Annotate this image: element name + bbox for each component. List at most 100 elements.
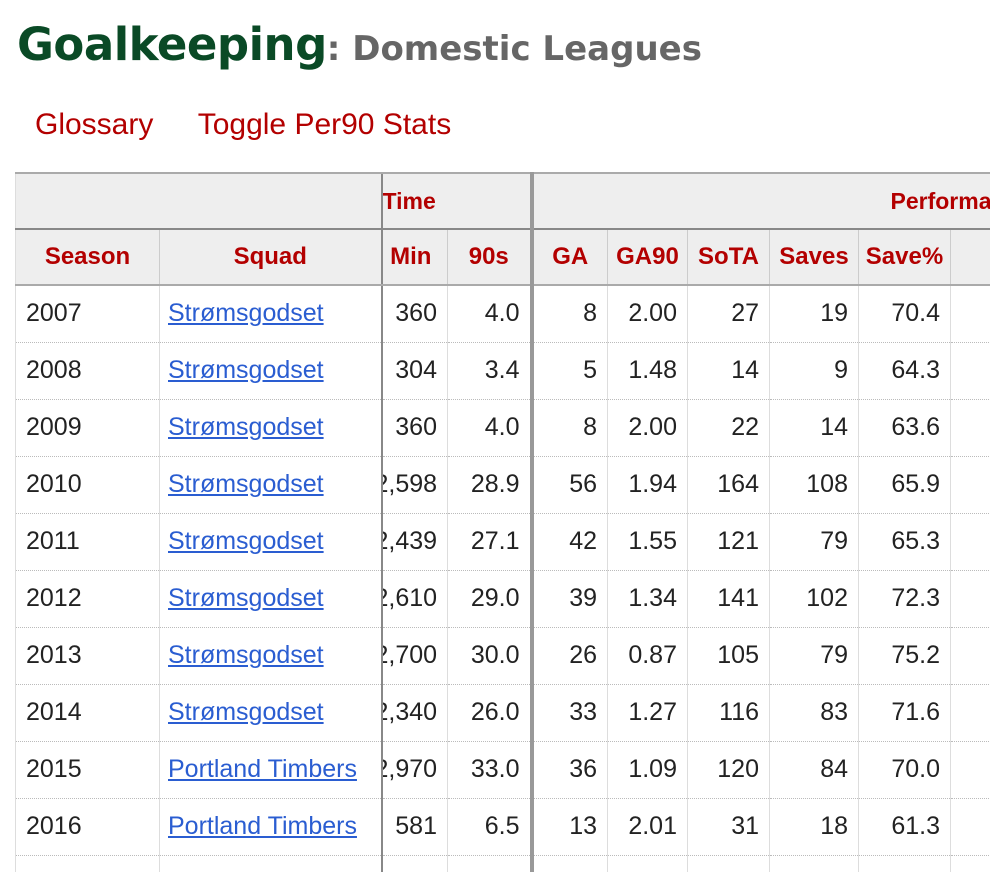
table-row: 2012 Strømsgodset 2,61029.0391.3414110272.… bbox=[15, 570, 990, 628]
cell-next bbox=[950, 285, 990, 343]
cell-ga90: 1.94 bbox=[607, 456, 688, 514]
cell-season: 2008 bbox=[15, 342, 160, 400]
cell-save-pct: 63.6 bbox=[858, 399, 951, 457]
cell-saves bbox=[769, 855, 859, 872]
squad-link[interactable]: Strømsgodset bbox=[168, 584, 324, 612]
cell-saves: 18 bbox=[769, 798, 859, 856]
cell-squad[interactable]: Portland Timbers bbox=[159, 741, 382, 799]
squad-link[interactable]: Strømsgodset bbox=[168, 698, 324, 726]
cell-season: 2013 bbox=[15, 627, 160, 685]
cell-90s: 4.0 bbox=[447, 285, 532, 343]
cell-ga: 56 bbox=[529, 456, 608, 514]
cell-next bbox=[950, 456, 990, 514]
cell-min: 2,970 bbox=[380, 741, 448, 799]
cell-ga: 42 bbox=[529, 513, 608, 571]
cell-saves: 83 bbox=[769, 684, 859, 742]
squad-link[interactable]: Strømsgodset bbox=[168, 470, 324, 498]
cell-ga90: 1.09 bbox=[607, 741, 688, 799]
cell-ga: 39 bbox=[529, 570, 608, 628]
cell-squad[interactable]: Portland Timbers bbox=[159, 798, 382, 856]
cell-season: 2016 bbox=[15, 798, 160, 856]
cell-squad[interactable]: Strømsgodset bbox=[159, 342, 382, 400]
cell-squad[interactable]: Strømsgodset bbox=[159, 627, 382, 685]
col-header-min[interactable]: Min bbox=[380, 228, 448, 286]
cell-saves: 9 bbox=[769, 342, 859, 400]
cell-ga: 36 bbox=[529, 741, 608, 799]
cell-next bbox=[950, 399, 990, 457]
cell-season: 2010 bbox=[15, 456, 160, 514]
cell-season: 2012 bbox=[15, 570, 160, 628]
cell-min: 2,610 bbox=[380, 570, 448, 628]
cell-save-pct: 70.4 bbox=[858, 285, 951, 343]
squad-link[interactable]: Strømsgodset bbox=[168, 299, 324, 328]
cell-ga90: 1.27 bbox=[607, 684, 688, 742]
cell-sota: 120 bbox=[687, 741, 770, 799]
col-header-90s[interactable]: 90s bbox=[447, 228, 532, 286]
squad-link[interactable]: Strømsgodset bbox=[168, 356, 324, 384]
cell-squad[interactable] bbox=[159, 855, 382, 872]
table-row: 2016 Portland Timbers 581 6.5 13 2.01 31 18 61.3 bbox=[15, 798, 990, 856]
cell-90s: 27.1 bbox=[447, 513, 532, 571]
cell-ga90: 0.87 bbox=[607, 627, 688, 685]
squad-link[interactable]: Portland Timbers bbox=[168, 812, 357, 840]
cell-squad[interactable]: Strømsgodset bbox=[159, 399, 382, 457]
squad-link[interactable]: Strømsgodset bbox=[168, 527, 324, 555]
squad-link[interactable]: Portland Timbers bbox=[168, 755, 357, 783]
col-header-saves[interactable]: Saves bbox=[769, 228, 859, 286]
page-title: Goalkeeping: Domestic Leagues bbox=[17, 18, 702, 71]
cell-sota: 105 bbox=[687, 627, 770, 685]
cell-sota: 121 bbox=[687, 513, 770, 571]
section-title: Goalkeeping bbox=[17, 18, 327, 71]
col-header-ga90[interactable]: GA90 bbox=[607, 228, 688, 286]
toggle-per90-link[interactable]: Toggle Per90 Stats bbox=[197, 108, 452, 141]
cell-save-pct: 65.3 bbox=[858, 513, 951, 571]
cell-90s: 33.0 bbox=[447, 741, 532, 799]
cell-sota: 31 bbox=[687, 798, 770, 856]
cell-squad[interactable]: Strømsgodset bbox=[159, 285, 382, 343]
col-header-season[interactable]: Season bbox=[15, 228, 160, 286]
cell-squad[interactable]: Strømsgodset bbox=[159, 513, 382, 571]
cell-sota: 14 bbox=[687, 342, 770, 400]
cell-next bbox=[950, 627, 990, 685]
cell-save-pct: 61.3 bbox=[858, 798, 951, 856]
table-row: 2015 Portland Timbers 2,97033.0361.0912084… bbox=[15, 741, 990, 799]
cell-squad[interactable]: Strømsgodset bbox=[159, 570, 382, 628]
cell-save-pct: 64.3 bbox=[858, 342, 951, 400]
table-row: 2010 Strømsgodset 2,59828.9561.9416410865.… bbox=[15, 456, 990, 514]
cell-ga: 8 bbox=[529, 399, 608, 457]
col-header-ga[interactable]: GA bbox=[529, 228, 608, 286]
cell-saves: 84 bbox=[769, 741, 859, 799]
squad-link[interactable]: Strømsgodset bbox=[168, 413, 324, 441]
cell-ga: 33 bbox=[529, 684, 608, 742]
glossary-link[interactable]: Glossary bbox=[35, 108, 154, 141]
cell-season: 2009 bbox=[15, 399, 160, 457]
table-row: 2009 Strømsgodset 360 4.0 8 2.00 22 14 63.6 bbox=[15, 399, 990, 457]
cell-season: 2015 bbox=[15, 741, 160, 799]
goalkeeping-table: Time Performan Season Squad Min 90s GA G… bbox=[15, 172, 990, 872]
header-row: Season Squad Min 90s GA GA90 SoTA Saves … bbox=[15, 228, 990, 286]
cell-next bbox=[950, 741, 990, 799]
cell-ga90 bbox=[607, 855, 688, 872]
cell-save-pct: 65.9 bbox=[858, 456, 951, 514]
cell-saves: 102 bbox=[769, 570, 859, 628]
cell-min: 360 bbox=[380, 399, 448, 457]
cell-ga: 8 bbox=[529, 285, 608, 343]
table-body: 2007 Strømsgodset 360 4.0 8 2.00 27 19 70.4 2008 S… bbox=[15, 285, 990, 872]
squad-link[interactable]: Strømsgodset bbox=[168, 641, 324, 669]
col-header-save-pct[interactable]: Save% bbox=[858, 228, 951, 286]
cell-90s: 28.9 bbox=[447, 456, 532, 514]
cell-save-pct: 72.3 bbox=[858, 570, 951, 628]
cell-saves: 79 bbox=[769, 627, 859, 685]
cell-squad[interactable]: Strømsgodset bbox=[159, 456, 382, 514]
cell-next bbox=[950, 570, 990, 628]
cell-season: 2014 bbox=[15, 684, 160, 742]
table-links: Glossary Toggle Per90 Stats bbox=[35, 108, 451, 142]
cell-90s bbox=[447, 855, 532, 872]
col-header-squad[interactable]: Squad bbox=[159, 228, 382, 286]
cell-squad[interactable]: Strømsgodset bbox=[159, 684, 382, 742]
col-header-sota[interactable]: SoTA bbox=[687, 228, 770, 286]
cell-ga90: 1.34 bbox=[607, 570, 688, 628]
stats-table-container[interactable]: Time Performan Season Squad Min 90s GA G… bbox=[15, 172, 990, 872]
